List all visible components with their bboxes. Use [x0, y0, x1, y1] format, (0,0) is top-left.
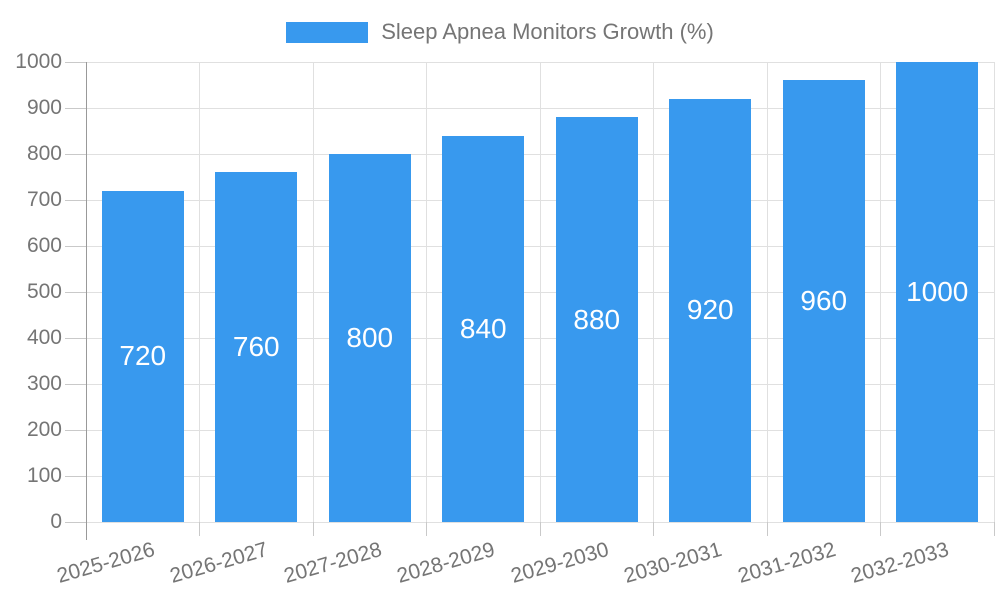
y-axis-tick	[65, 107, 86, 109]
gridline-vertical	[766, 62, 768, 522]
x-axis-tick	[766, 522, 768, 536]
x-axis-tick	[539, 522, 541, 536]
bar: 880	[555, 117, 638, 522]
x-axis-tick	[993, 522, 995, 536]
y-tick-label: 300	[26, 372, 62, 395]
x-axis-tick	[653, 522, 654, 536]
gridline-vertical	[199, 62, 200, 522]
y-tick-label: 200	[26, 418, 62, 441]
y-axis-tick	[65, 337, 86, 339]
bar: 800	[328, 154, 411, 522]
gridline-vertical	[653, 62, 654, 522]
gridline-vertical	[993, 62, 995, 522]
x-axis-tick	[199, 522, 200, 536]
y-axis-tick	[65, 475, 86, 477]
y-axis-tick	[65, 245, 86, 247]
bar: 720	[101, 190, 184, 522]
y-axis-tick	[65, 521, 86, 523]
bar-value-label: 960	[800, 285, 848, 317]
gridline-vertical	[426, 62, 427, 522]
y-tick-label: 0	[50, 510, 62, 533]
y-axis-tick	[65, 153, 86, 155]
y-axis-line	[86, 62, 87, 540]
bar-value-label: 800	[346, 322, 394, 353]
bar-value-label: 840	[459, 312, 507, 344]
bar-value-label: 880	[573, 303, 621, 335]
bar-value-label: 720	[119, 340, 167, 372]
y-axis-tick	[65, 383, 86, 385]
bar: 1000	[896, 62, 979, 522]
bar-value-label: 1000	[906, 276, 969, 307]
y-axis-tick	[65, 429, 86, 431]
x-axis-tick	[312, 522, 314, 536]
bar: 920	[669, 98, 752, 522]
y-tick-label: 600	[26, 234, 62, 257]
gridline-vertical	[539, 62, 541, 522]
bar: 760	[215, 172, 298, 522]
y-tick-label: 800	[26, 142, 62, 165]
y-axis-tick	[65, 291, 86, 293]
y-axis-tick	[65, 199, 86, 201]
plot-area: 720 760 800 840 880 920 960 1000	[86, 61, 995, 523]
y-tick-label: 100	[26, 464, 62, 487]
x-axis-tick	[426, 522, 427, 536]
bar: 960	[782, 80, 865, 522]
x-axis-tick	[880, 522, 881, 536]
y-axis-tick	[65, 61, 86, 63]
legend-label: Sleep Apnea Monitors Growth (%)	[381, 19, 714, 44]
bar-value-label: 920	[686, 294, 734, 326]
y-tick-label: 1000	[15, 50, 62, 73]
bar-value-label: 760	[232, 331, 280, 363]
gridline-vertical	[880, 62, 881, 522]
legend-swatch	[286, 21, 369, 43]
y-tick-label: 400	[26, 326, 62, 349]
gridline-vertical	[312, 62, 314, 522]
y-tick-label: 900	[26, 96, 62, 119]
y-tick-label: 700	[26, 188, 62, 211]
legend: Sleep Apnea Monitors Growth (%)	[0, 19, 1000, 44]
y-tick-label: 500	[26, 280, 62, 303]
bar: 840	[442, 135, 525, 522]
